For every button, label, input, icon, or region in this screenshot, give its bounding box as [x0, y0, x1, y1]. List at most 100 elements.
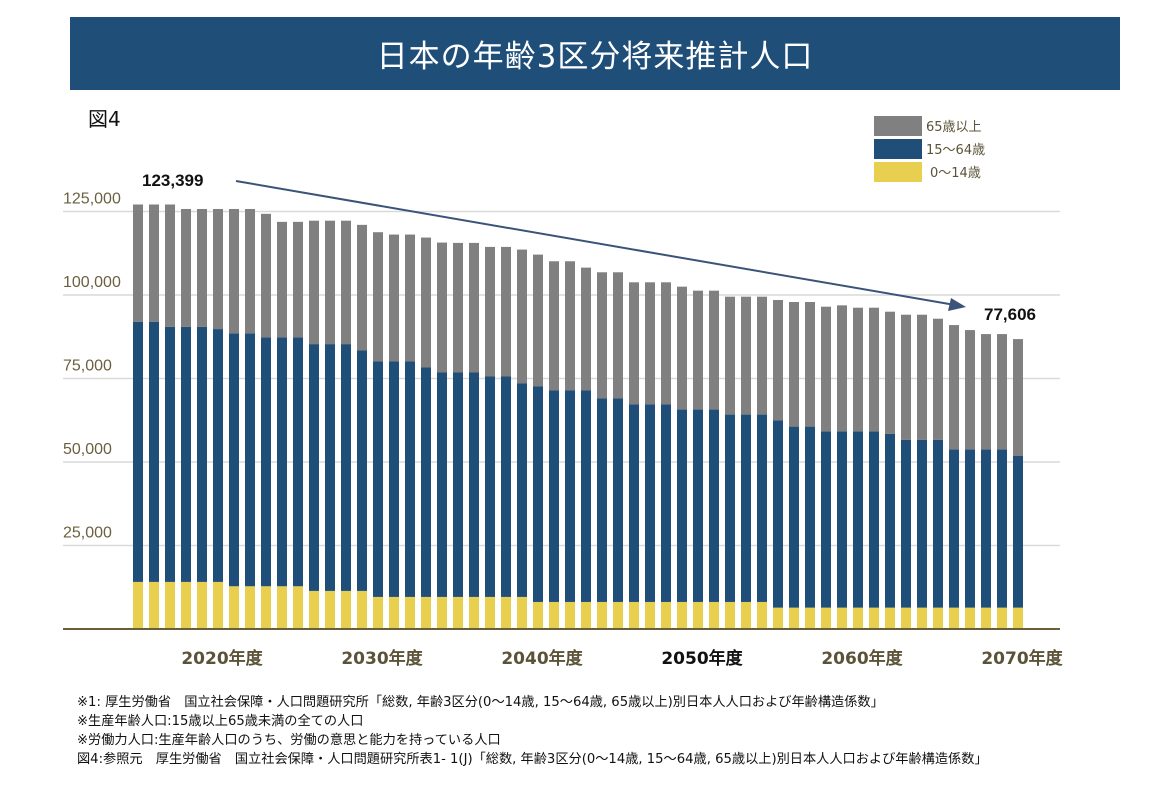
- bar-segment: [437, 372, 447, 597]
- bar-segment: [405, 361, 415, 597]
- bar-segment: [309, 220, 319, 345]
- bar-segment: [261, 586, 271, 629]
- bar-segment: [709, 290, 719, 410]
- bar-segment: [581, 390, 591, 602]
- bar-segment: [261, 213, 271, 338]
- trend-arrow-head-icon: [948, 298, 966, 311]
- bar-segment: [469, 372, 479, 597]
- bar-segment: [149, 321, 159, 582]
- bar-segment: [709, 601, 719, 629]
- bar-segment: [437, 242, 447, 373]
- bar-segment: [421, 596, 431, 629]
- bar-segment: [261, 337, 271, 587]
- x-tick-label: 2070年度: [981, 648, 1063, 669]
- bar-segment: [165, 326, 175, 582]
- bar-segment: [501, 376, 511, 597]
- y-tick-label: 125,000: [63, 191, 121, 208]
- bar-segment: [581, 267, 591, 391]
- x-tick-label: 2050年度: [661, 648, 743, 669]
- bar-segment: [277, 337, 287, 587]
- footnotes: ※1: 厚生労働省 国立社会保障・人口問題研究所「総数, 年齢3区分(0〜14歳…: [77, 693, 988, 769]
- bar-segment: [677, 286, 687, 410]
- bar-segment: [917, 314, 927, 440]
- bar-segment: [453, 372, 463, 597]
- bar-segment: [549, 390, 559, 602]
- start-value-label: 123,399: [142, 171, 203, 190]
- bar-segment: [373, 361, 383, 597]
- bar-segment: [757, 601, 767, 629]
- bar-segment: [341, 220, 351, 345]
- bar-segment: [645, 601, 655, 629]
- legend-label: 0〜14歳: [930, 166, 981, 181]
- bar-segment: [229, 333, 239, 587]
- bar-segment: [469, 596, 479, 629]
- x-tick-label: 2020年度: [181, 648, 263, 669]
- bar-segment: [469, 242, 479, 373]
- bar-segment: [629, 601, 639, 629]
- bar-segment: [389, 361, 399, 597]
- bar-segment: [373, 232, 383, 362]
- bar-segment: [485, 596, 495, 629]
- bar-segment: [853, 607, 863, 629]
- bar-segment: [565, 390, 575, 602]
- bar-segment: [885, 311, 895, 434]
- x-axis-ticks: 2020年度 2030年度 2040年度 2050年度 2060年度 2070年度: [181, 648, 1063, 669]
- trend-arrow-line: [235, 180, 956, 306]
- legend-swatch: [874, 116, 922, 136]
- bar-segment: [661, 282, 671, 405]
- bar-segment: [837, 305, 847, 432]
- bar-segment: [981, 449, 991, 608]
- bars: [133, 204, 1023, 629]
- bar-segment: [821, 306, 831, 432]
- bar-segment: [885, 433, 895, 608]
- bar-segment: [789, 426, 799, 608]
- bar-segment: [213, 329, 223, 582]
- bar-segment: [741, 296, 751, 415]
- bar-segment: [437, 596, 447, 629]
- bar-segment: [597, 272, 607, 399]
- y-tick-label: 25,000: [63, 525, 112, 542]
- bar-segment: [453, 596, 463, 629]
- bar-segment: [997, 607, 1007, 629]
- bar-segment: [133, 204, 143, 322]
- bar-segment: [725, 296, 735, 415]
- bar-segment: [869, 607, 879, 629]
- bar-segment: [421, 367, 431, 597]
- bar-segment: [277, 221, 287, 338]
- bar-segment: [1013, 455, 1023, 608]
- bar-segment: [165, 581, 175, 629]
- bar-segment: [853, 307, 863, 432]
- bar-segment: [773, 607, 783, 629]
- y-axis-ticks: 25,000 50,000 75,000 100,000 125,000: [63, 191, 121, 542]
- bar-segment: [325, 344, 335, 591]
- bar-segment: [869, 431, 879, 608]
- bar-segment: [805, 302, 815, 427]
- bar-segment: [917, 607, 927, 629]
- bar-segment: [869, 307, 879, 432]
- bar-segment: [485, 376, 495, 597]
- bar-segment: [965, 607, 975, 629]
- bar-segment: [949, 325, 959, 450]
- bar-segment: [341, 590, 351, 629]
- end-value-label: 77,606: [984, 305, 1036, 324]
- footnote: 図4:参照元 厚生労働省 国立社会保障・人口問題研究所表1- 1(J)「総数, …: [77, 752, 988, 767]
- bar-segment: [693, 290, 703, 410]
- legend-label: 65歳以上: [926, 120, 982, 135]
- bar-segment: [517, 383, 527, 597]
- legend: 65歳以上 15〜64歳 0〜14歳: [874, 116, 985, 182]
- bar-segment: [1013, 339, 1023, 456]
- bar-segment: [901, 314, 911, 440]
- bar-segment: [245, 586, 255, 629]
- bar-segment: [357, 590, 367, 629]
- footnote: ※労働力人口:生産年齢人口のうち、労働の意思と能力を持っている人口: [77, 733, 501, 748]
- bar-segment: [181, 208, 191, 327]
- bar-segment: [229, 208, 239, 334]
- bar-segment: [149, 204, 159, 322]
- bar-segment: [277, 586, 287, 629]
- bar-segment: [517, 249, 527, 384]
- bar-segment: [293, 221, 303, 338]
- bar-segment: [645, 282, 655, 405]
- bar-segment: [597, 398, 607, 602]
- y-tick-label: 75,000: [63, 358, 112, 375]
- bar-segment: [405, 234, 415, 362]
